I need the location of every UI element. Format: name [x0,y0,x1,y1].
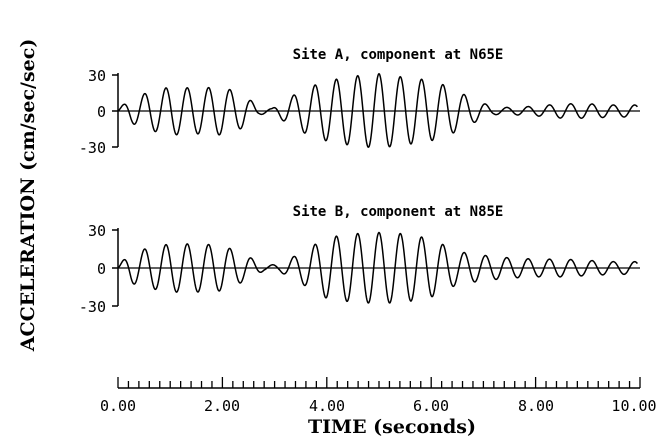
x-tick-label-2: 2.00 [204,397,240,415]
y-tick-label-neg30-site-b: -30 [79,298,106,316]
acceleration-trace-site-b [117,231,638,304]
y-tick-label-30-site-b: 30 [88,222,106,240]
x-tick-label-10: 10.00 [611,397,656,415]
panel-site-a: Site A, component at N65E 30 0 -30 [79,47,640,157]
x-tick-label-0: 0.00 [100,397,136,415]
panel-title-site-a: Site A, component at N65E [293,47,504,63]
x-tick-label-6: 6.00 [413,397,449,415]
y-tick-label-neg30-site-a: -30 [79,139,106,157]
x-tick-label-4: 4.00 [309,397,345,415]
acceleration-trace-site-a [117,72,638,148]
y-tick-label-0-site-a: 0 [97,103,106,121]
panel-title-site-b: Site B, component at N85E [293,204,504,220]
time-axis: 0.00 2.00 4.00 6.00 8.00 10.00 [100,377,657,415]
x-tick-label-8: 8.00 [518,397,554,415]
panel-site-b: Site B, component at N85E 30 0 -30 [79,204,640,316]
y-axis-label: ACCELERATION (cm/sec/sec) [17,39,39,353]
x-axis-label: TIME (seconds) [308,416,476,438]
y-tick-label-30-site-a: 30 [88,67,106,85]
y-tick-label-0-site-b: 0 [97,260,106,278]
